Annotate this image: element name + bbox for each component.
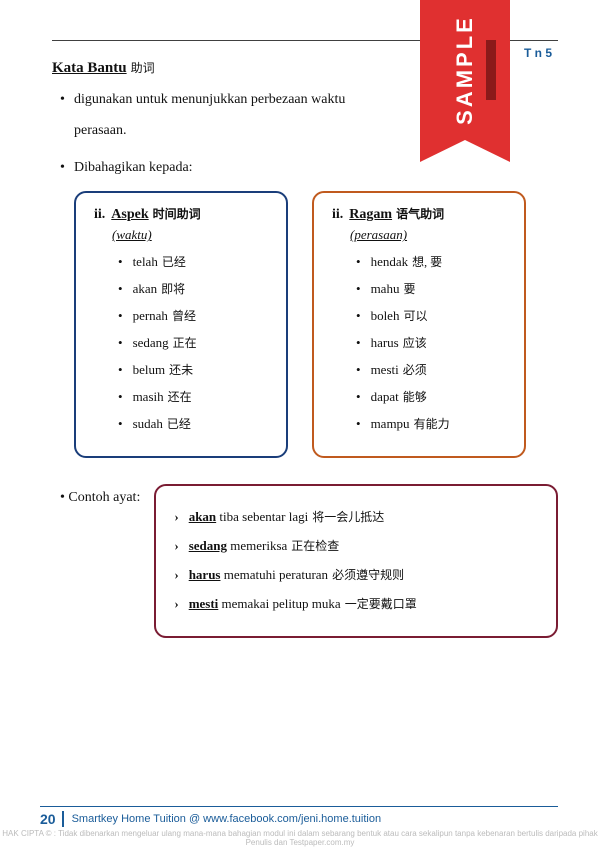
aspek-list: telah已经 akan即将 pernah曾经 sedang正在 belum还未 masi… (94, 253, 270, 432)
list-item: harus应该 (356, 334, 508, 351)
list-item: akan即将 (118, 280, 270, 297)
list-item: akan tiba sebentar lagi将一会儿抵达 (174, 508, 540, 525)
copyright: HAK CIPTA © : Tidak dibenarkan mengeluar… (0, 829, 600, 847)
contoh-list: akan tiba sebentar lagi将一会儿抵达 sedang meme… (174, 508, 540, 612)
box-ragam: ii.Ragam语气助词 (perasaan) hendak想, 要 mahu要 b… (312, 191, 526, 458)
list-item: masih还在 (118, 388, 270, 405)
box-aspek-sub: (waktu) (112, 227, 270, 243)
list-item: telah已经 (118, 253, 270, 270)
sample-ribbon: SAMPLE (420, 0, 510, 140)
list-item: harus mematuhi peraturan必须遵守规则 (174, 566, 540, 583)
list-item: mampu有能力 (356, 415, 508, 432)
box-aspek: ii.Aspek时间助词 (waktu) telah已经 akan即将 pernah… (74, 191, 288, 458)
list-item: pernah曾经 (118, 307, 270, 324)
list-item: mahu要 (356, 280, 508, 297)
category-boxes: ii.Aspek时间助词 (waktu) telah已经 akan即将 pernah… (74, 191, 558, 458)
header-right: T n 5 (524, 46, 552, 60)
box-aspek-title: ii.Aspek时间助词 (94, 205, 270, 223)
page: T n 5 Kata Bantu助词 •digunakan untuk menu… (0, 0, 600, 638)
contoh-label: • Contoh ayat: (60, 484, 140, 506)
list-item: mesti必须 (356, 361, 508, 378)
footer-text: Smartkey Home Tuition @ www.facebook.com… (72, 813, 382, 825)
list-item: boleh可以 (356, 307, 508, 324)
section-title: Kata Bantu (52, 60, 127, 76)
list-item: belum还未 (118, 361, 270, 378)
section-title-cn: 助词 (131, 61, 155, 75)
contoh-row: • Contoh ayat: akan tiba sebentar lagi将一… (60, 484, 558, 638)
sample-text: SAMPLE (452, 15, 478, 125)
page-number: 20 (40, 811, 64, 827)
list-item: sedang正在 (118, 334, 270, 351)
ragam-list: hendak想, 要 mahu要 boleh可以 harus应该 mesti必须 dapa… (332, 253, 508, 432)
list-item: hendak想, 要 (356, 253, 508, 270)
list-item: dapat能够 (356, 388, 508, 405)
sample-strip (486, 40, 496, 100)
list-item: mesti memakai pelitup muka一定要戴口罩 (174, 595, 540, 612)
contoh-box: akan tiba sebentar lagi将一会儿抵达 sedang meme… (154, 484, 558, 638)
box-ragam-sub: (perasaan) (350, 227, 508, 243)
list-item: sedang memeriksa正在检查 (174, 537, 540, 554)
footer: 20 Smartkey Home Tuition @ www.facebook.… (0, 806, 600, 827)
list-item: sudah已经 (118, 415, 270, 432)
box-ragam-title: ii.Ragam语气助词 (332, 205, 508, 223)
